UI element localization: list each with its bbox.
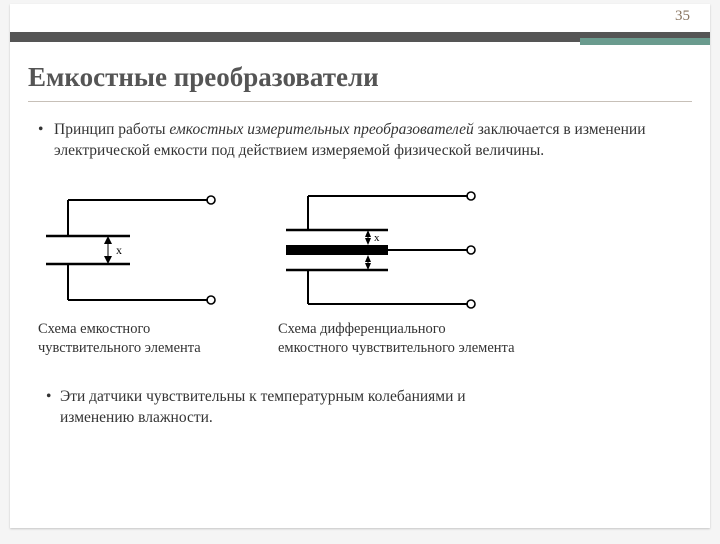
diagram-left: x Схема емкостного чувствительного элеме… (38, 190, 238, 358)
page-number: 35 (675, 8, 690, 25)
bullet-dot: • (38, 120, 43, 141)
title-underline (28, 101, 692, 102)
caption-left-l1: Схема емкостного (38, 321, 150, 337)
p2-line2: изменению влажности. (60, 409, 213, 426)
caption-right-l2: емкостного чувствительного элемента (278, 340, 515, 356)
bullet-dot-2: • (46, 386, 51, 408)
p1-text-italic: емкостных измерительных преобразователей (169, 121, 473, 138)
diagram-right: x Схема дифференциального емкостного чув… (278, 190, 515, 358)
diagrams-row: x Схема емкостного чувствительного элеме… (28, 190, 692, 358)
caption-right-l1: Схема дифференциального (278, 321, 446, 337)
diagram-right-svg: x (278, 190, 498, 310)
gap-label-right: x (374, 232, 380, 244)
slide: 35 Емкостные преобразователи • Принцип р… (10, 4, 710, 528)
paragraph-1: • Принцип работы емкостных измерительных… (28, 120, 692, 162)
gap-label-left: x (116, 243, 122, 257)
p1-text-prefix: Принцип работы (54, 121, 169, 138)
slide-title: Емкостные преобразователи (28, 62, 692, 93)
p2-line1: Эти датчики чувствительны к температурны… (60, 388, 466, 405)
diagram-left-svg: x (38, 190, 238, 310)
content-area: Емкостные преобразователи • Принцип рабо… (28, 62, 692, 429)
paragraph-2: • Эти датчики чувствительны к температур… (28, 386, 692, 429)
header-bar (10, 32, 710, 42)
caption-right: Схема дифференциального емкостного чувст… (278, 320, 515, 358)
header-accent-stripe (580, 38, 710, 45)
caption-left: Схема емкостного чувствительного элемент… (38, 320, 238, 358)
caption-left-l2: чувствительного элемента (38, 340, 201, 356)
